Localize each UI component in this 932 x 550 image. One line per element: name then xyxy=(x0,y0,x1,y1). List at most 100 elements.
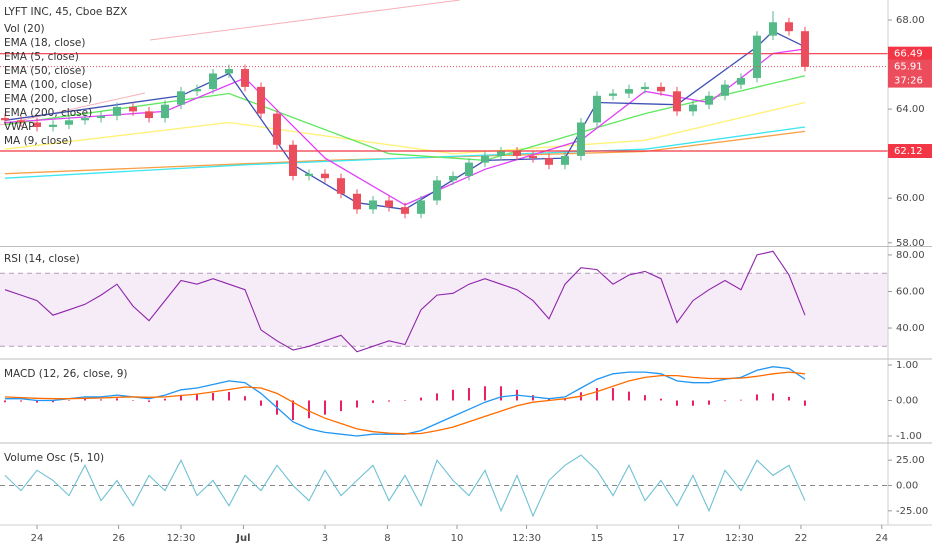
y-tick-label: -1.00 xyxy=(896,431,922,442)
legend-entry: Vol (20) xyxy=(4,23,45,35)
histogram-bar xyxy=(547,398,550,401)
x-tick-label: 12:30 xyxy=(512,533,541,544)
histogram-bar xyxy=(227,391,230,401)
candle-body xyxy=(656,86,665,92)
x-tick-label: 3 xyxy=(322,533,328,544)
candle-body xyxy=(112,106,121,116)
histogram-bar xyxy=(659,398,662,401)
histogram-bar xyxy=(243,396,246,401)
x-tick-label: 15 xyxy=(591,533,604,544)
legend-entry: MA (9, close) xyxy=(4,135,72,147)
price-label: 66.49 xyxy=(894,49,923,60)
legend-entry: EMA (50, close) xyxy=(4,65,86,77)
histogram-bar xyxy=(195,394,198,401)
histogram-bar xyxy=(435,393,438,401)
histogram-bar xyxy=(723,400,726,402)
histogram-bar xyxy=(147,400,150,402)
y-tick-label: 58.00 xyxy=(896,238,925,249)
candle-body xyxy=(368,200,377,210)
legend-entry: VWAP xyxy=(4,121,35,133)
histogram-bar xyxy=(483,386,486,401)
histogram-bar xyxy=(611,388,614,401)
plot xyxy=(0,11,888,518)
candle-body xyxy=(16,120,25,123)
histogram-bar xyxy=(259,400,262,406)
candle-body xyxy=(64,120,73,125)
x-tick-label: 24 xyxy=(31,533,44,544)
candle-body xyxy=(560,155,569,165)
y-tick-label: 60.00 xyxy=(896,286,925,297)
price-label-box xyxy=(888,144,932,159)
y-tick-label: 40.00 xyxy=(896,323,925,334)
histogram-bar xyxy=(675,400,678,406)
pane-title: MACD (12, 26, close, 9) xyxy=(4,368,127,380)
candle-body xyxy=(608,93,617,96)
candle-body xyxy=(240,69,249,87)
candle-body xyxy=(288,144,297,176)
candle-body xyxy=(176,91,185,105)
histogram-bar xyxy=(771,393,774,401)
macd-line xyxy=(4,371,806,435)
histogram-bar xyxy=(467,388,470,401)
histogram-bar xyxy=(531,395,534,401)
candle-body xyxy=(208,73,217,90)
candle-body xyxy=(432,180,441,201)
candle-body xyxy=(384,200,393,208)
x-tick-label: 10 xyxy=(451,533,464,544)
histogram-bar xyxy=(35,400,38,403)
histogram-bar xyxy=(755,394,758,401)
indicator-line xyxy=(4,75,806,162)
y-tick-label: 64.00 xyxy=(896,104,925,115)
histogram-bar xyxy=(163,398,166,401)
histogram-bar xyxy=(99,399,102,401)
y-tick-label: 25.00 xyxy=(896,455,925,466)
price-label: 62.12 xyxy=(894,146,923,157)
y-tick-label: 60.00 xyxy=(896,193,925,204)
candle-body xyxy=(592,95,601,123)
histogram-bar xyxy=(3,400,6,403)
candle-body xyxy=(624,89,633,94)
y-tick-label: 1.00 xyxy=(896,360,918,371)
y-tick-label: 68.00 xyxy=(896,15,925,26)
price-label-box xyxy=(888,46,932,61)
histogram-bar xyxy=(803,400,806,406)
candle-body xyxy=(256,86,265,114)
legend-entry: EMA (100, close) xyxy=(4,79,92,91)
histogram-bar xyxy=(291,400,294,420)
x-tick-label: 12:30 xyxy=(725,533,754,544)
indicator-line xyxy=(4,48,806,206)
histogram-bar xyxy=(387,400,390,402)
histogram-bar xyxy=(371,400,374,403)
indicator-line xyxy=(4,101,806,155)
x-tick-label: 8 xyxy=(384,533,390,544)
candle-body xyxy=(464,162,473,176)
histogram-bar xyxy=(179,394,182,401)
y-tick-label: -25.00 xyxy=(896,506,928,517)
candle-body xyxy=(192,89,201,92)
histogram-bar xyxy=(787,396,790,401)
candle-body xyxy=(576,122,585,156)
histogram-bar xyxy=(323,400,326,415)
histogram-bar xyxy=(211,393,214,401)
candle-body xyxy=(720,84,729,96)
candle-body xyxy=(80,118,89,121)
candle-body xyxy=(320,173,329,179)
x-tick-label: 26 xyxy=(112,533,125,544)
candle-body xyxy=(272,113,281,145)
y-tick-label: 0.00 xyxy=(896,481,918,492)
histogram-bar xyxy=(355,400,358,408)
histogram-bar xyxy=(563,398,566,401)
drawing-line xyxy=(149,0,461,41)
candle-body xyxy=(0,118,9,121)
candle-body xyxy=(224,69,233,74)
histogram-bar xyxy=(419,397,422,401)
candle-body xyxy=(752,35,761,78)
candle-body xyxy=(768,22,777,36)
candle-body xyxy=(48,124,57,127)
histogram-bar xyxy=(707,400,710,405)
candle-body xyxy=(336,178,345,194)
candle-body xyxy=(736,77,745,85)
legend-entry: EMA (18, close) xyxy=(4,37,86,49)
histogram-bar xyxy=(403,400,406,401)
